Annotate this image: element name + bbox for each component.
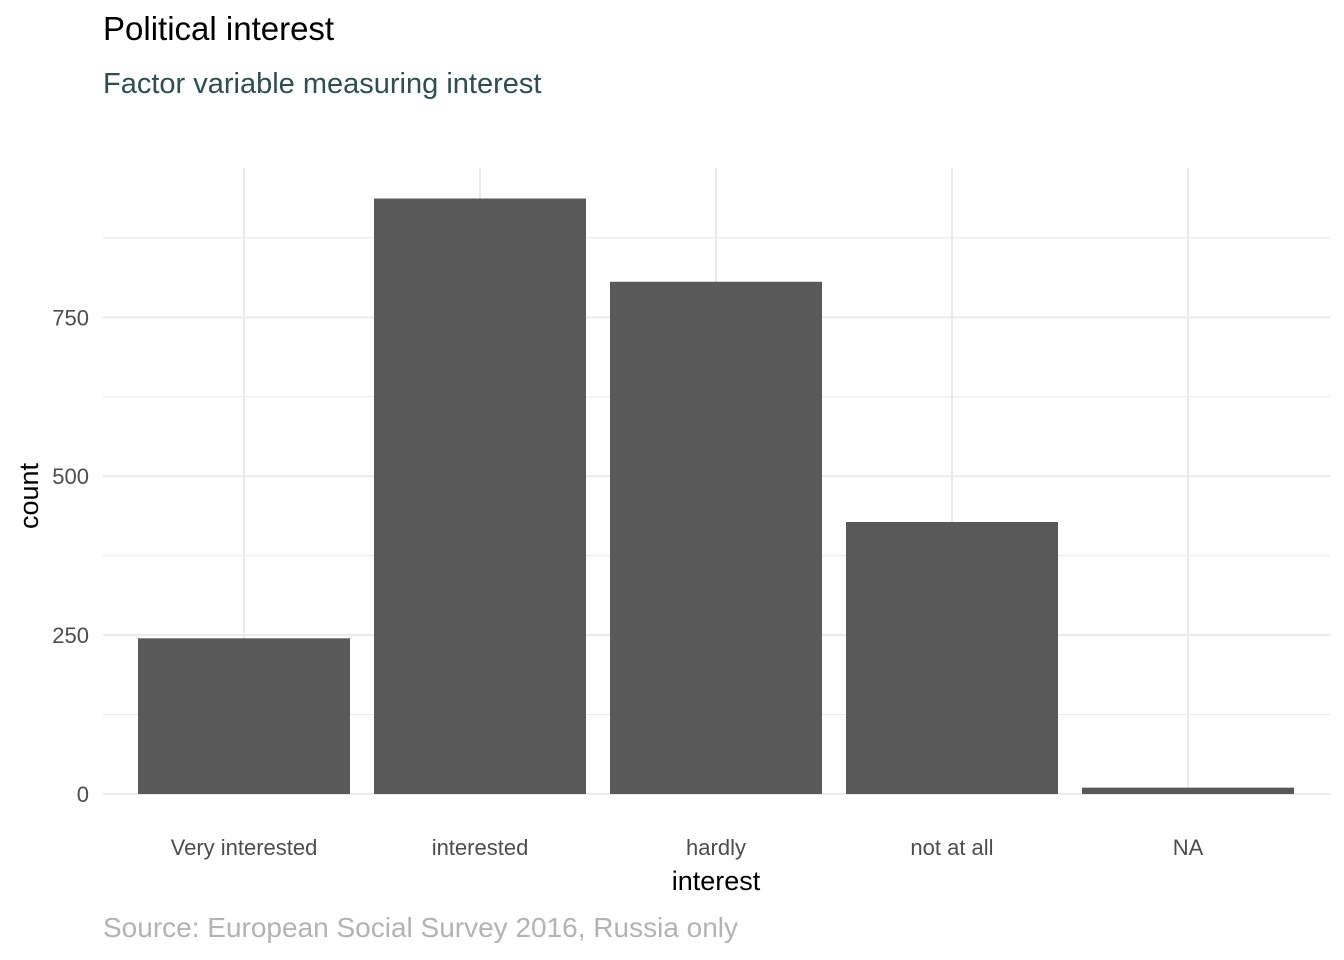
x-tick-labels: Very interested interested hardly not at al… [171,835,1204,860]
x-tick-label: NA [1173,835,1204,860]
y-tick-label: 0 [77,782,89,807]
bar [374,198,586,794]
y-tick-label: 250 [52,623,89,648]
bar [846,521,1058,794]
bar [1082,787,1294,794]
x-axis-title: interest [672,866,761,896]
x-tick-label: interested [432,835,529,860]
x-tick-label: Very interested [171,835,318,860]
chart-caption: Source: European Social Survey 2016, Rus… [103,912,739,943]
chart-title: Political interest [103,10,335,47]
y-tick-label: 500 [52,464,89,489]
bar [138,638,350,794]
y-tick-labels: 0 250 500 750 [52,305,89,807]
y-axis-title: count [14,462,44,529]
x-tick-label: hardly [686,835,746,860]
bars [138,198,1294,795]
y-tick-label: 750 [52,305,89,330]
x-tick-label: not at all [910,835,993,860]
chart-subtitle: Factor variable measuring interest [103,68,542,100]
bar [610,281,822,795]
